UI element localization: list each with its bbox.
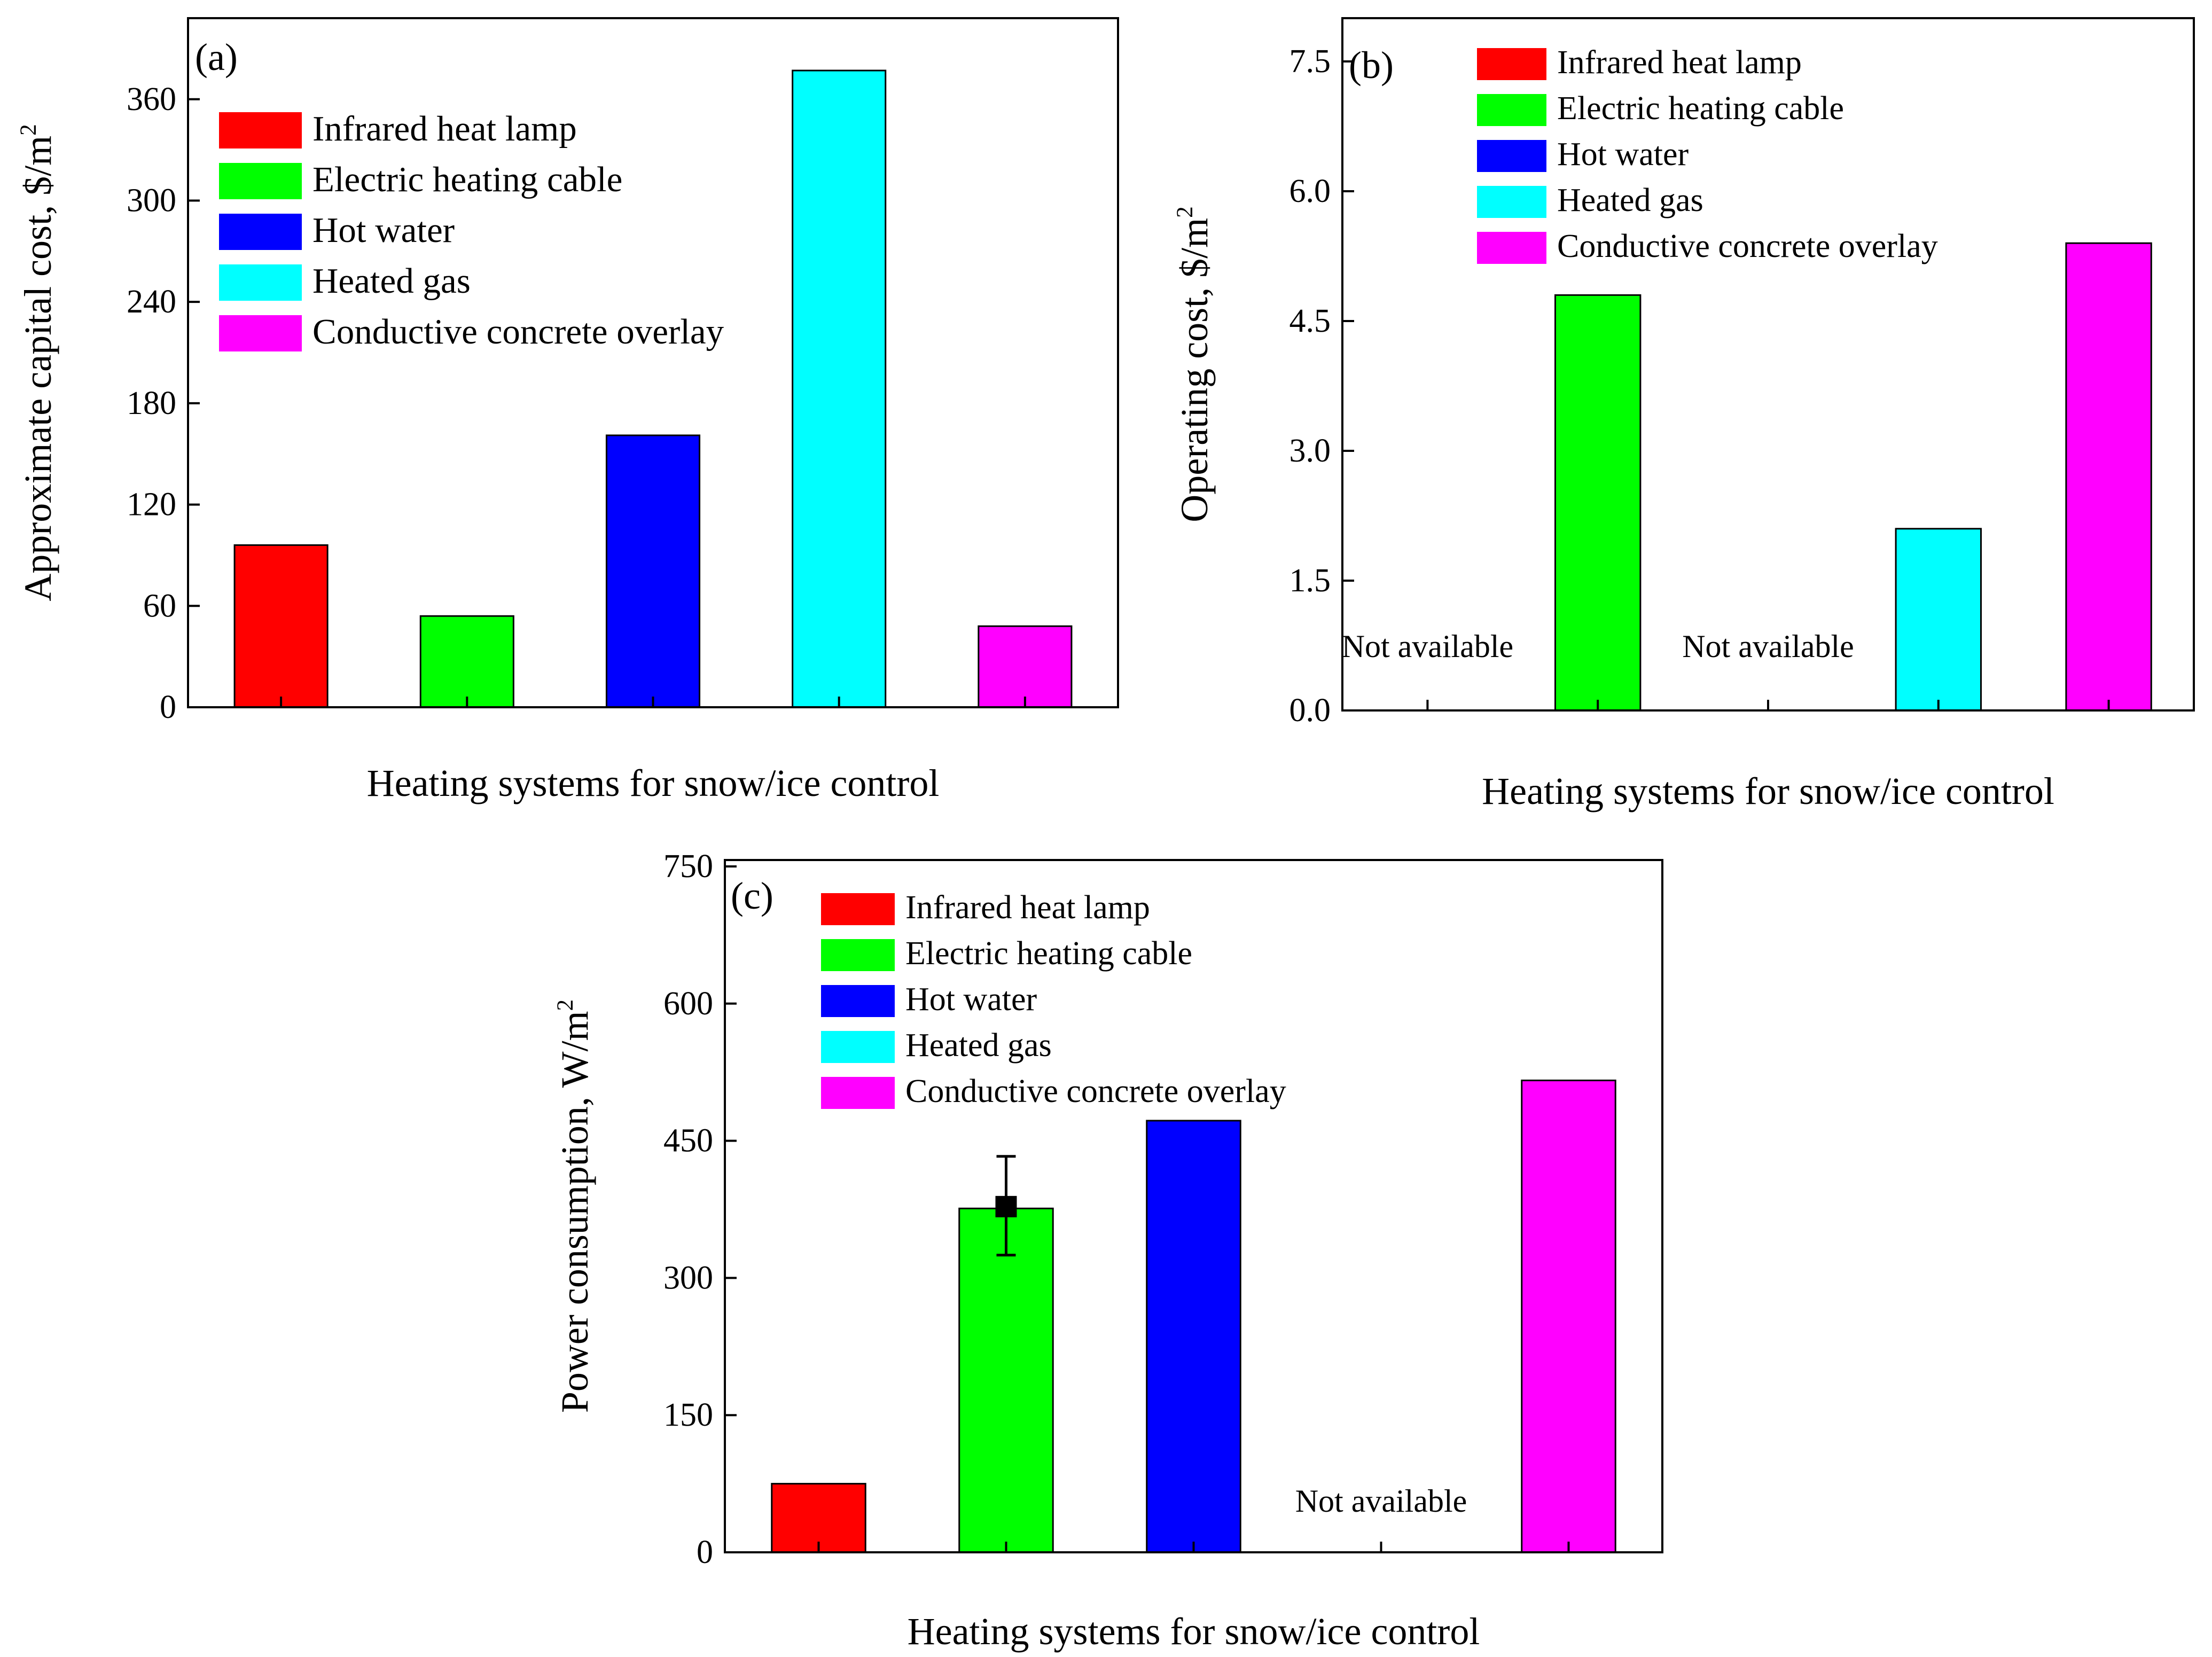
y-axis-label: Power consumption, W/m2 xyxy=(553,999,596,1413)
legend-swatch-2 xyxy=(821,939,895,971)
panel-label: (b) xyxy=(1349,44,1394,87)
y-tick-label: 7.5 xyxy=(1289,43,1331,80)
panel-b: Not available Not available 0.0 1.5 3.0 4.5 6.… xyxy=(1173,17,2195,812)
bar-5 xyxy=(2065,242,2152,712)
legend-swatch-1 xyxy=(219,112,302,148)
y-tick-label: 300 xyxy=(663,1260,713,1296)
legend-label-1: Infrared heat lamp xyxy=(312,109,577,148)
not-available-label: Not available xyxy=(1682,629,1854,664)
x-axis-label: Heating systems for snow/ice control xyxy=(367,762,940,804)
bar-2 xyxy=(958,1207,1054,1553)
legend-label-3: Hot water xyxy=(905,981,1037,1018)
bar-1 xyxy=(233,544,329,708)
y-tick-label: 120 xyxy=(127,487,176,523)
legend-swatch-1 xyxy=(1477,48,1546,80)
not-available-label: Not available xyxy=(1342,629,1514,664)
legend-swatch-5 xyxy=(219,315,302,351)
bar-4 xyxy=(1895,528,1982,712)
legend-swatch-3 xyxy=(821,985,895,1017)
legend-label-3: Hot water xyxy=(312,210,455,250)
y-tick-label: 300 xyxy=(127,182,176,218)
y-axis-label-text: Operating cost, $/m xyxy=(1173,218,1216,522)
legend-label-2: Electric heating cable xyxy=(905,935,1192,972)
y-tick-label: 3.0 xyxy=(1289,433,1331,469)
error-bar-marker xyxy=(995,1195,1017,1217)
y-tick-label: 450 xyxy=(663,1123,713,1159)
y-tick-label: 4.5 xyxy=(1289,303,1331,339)
panel-c: Not available 0 150 300 450 600 750 (c) Heating … xyxy=(553,848,1663,1653)
y-axis-label-text: Power consumption, W/m xyxy=(553,1011,596,1413)
not-available-label: Not available xyxy=(1295,1483,1467,1519)
legend-swatch-2 xyxy=(219,163,302,199)
legend-swatch-2 xyxy=(1477,94,1546,126)
panel-a: 0 60 120 180 240 300 360 (a) Heating systems for… xyxy=(16,17,1119,804)
legend-swatch-5 xyxy=(821,1077,895,1109)
legend-swatch-5 xyxy=(1477,232,1546,264)
legend-label-4: Heated gas xyxy=(905,1027,1052,1064)
legend-label-5: Conductive concrete overlay xyxy=(312,312,724,351)
legend-label-4: Heated gas xyxy=(1557,182,1703,218)
legend-swatch-3 xyxy=(219,214,302,250)
y-tick-label: 0 xyxy=(697,1534,713,1570)
bar-3 xyxy=(1146,1120,1241,1553)
y-axis-label-text: Approximate capital cost, $/m xyxy=(17,136,59,601)
x-axis-label: Heating systems for snow/ice control xyxy=(1482,770,2054,812)
y-tick-label: 1.5 xyxy=(1289,562,1331,599)
legend-swatch-4 xyxy=(821,1031,895,1063)
y-tick-label: 6.0 xyxy=(1289,173,1331,209)
y-axis-label: Approximate capital cost, $/m2 xyxy=(16,124,59,601)
panel-label: (a) xyxy=(195,36,238,79)
legend-label-2: Electric heating cable xyxy=(312,160,622,199)
bar-3 xyxy=(605,434,701,708)
legend-swatch-4 xyxy=(1477,186,1546,218)
y-tick-label: 0.0 xyxy=(1289,692,1331,729)
legend-label-5: Conductive concrete overlay xyxy=(1557,228,1938,264)
bar-5 xyxy=(978,625,1073,708)
y-tick-label: 600 xyxy=(663,986,713,1022)
y-tick-label: 60 xyxy=(143,588,176,624)
y-axis-label-superscript: 2 xyxy=(1173,206,1198,218)
y-tick-label: 750 xyxy=(663,848,713,885)
legend-swatch-1 xyxy=(821,893,895,925)
bar-1 xyxy=(771,1483,866,1553)
y-tick-label: 180 xyxy=(127,385,176,421)
y-axis-label-superscript: 2 xyxy=(16,124,41,136)
legend-label-3: Hot water xyxy=(1557,136,1689,173)
bar-5 xyxy=(1521,1080,1616,1553)
y-tick-label: 0 xyxy=(160,689,176,725)
bar-2 xyxy=(419,615,514,708)
y-tick-label: 360 xyxy=(127,81,176,118)
bar-4 xyxy=(792,69,887,708)
y-axis-label-superscript: 2 xyxy=(553,999,578,1011)
y-tick-label: 150 xyxy=(663,1397,713,1433)
legend-label-5: Conductive concrete overlay xyxy=(905,1073,1286,1109)
legend-swatch-4 xyxy=(219,264,302,301)
panel-label: (c) xyxy=(731,874,773,917)
legend-label-4: Heated gas xyxy=(312,261,471,301)
y-axis-label: Operating cost, $/m2 xyxy=(1173,206,1216,522)
legend-label-1: Infrared heat lamp xyxy=(1557,44,1802,81)
legend-label-1: Infrared heat lamp xyxy=(905,889,1150,926)
legend-swatch-3 xyxy=(1477,140,1546,172)
legend-label-2: Electric heating cable xyxy=(1557,90,1844,127)
bar-2 xyxy=(1554,294,1642,712)
x-axis-label: Heating systems for snow/ice control xyxy=(908,1610,1480,1653)
y-tick-label: 240 xyxy=(127,284,176,320)
